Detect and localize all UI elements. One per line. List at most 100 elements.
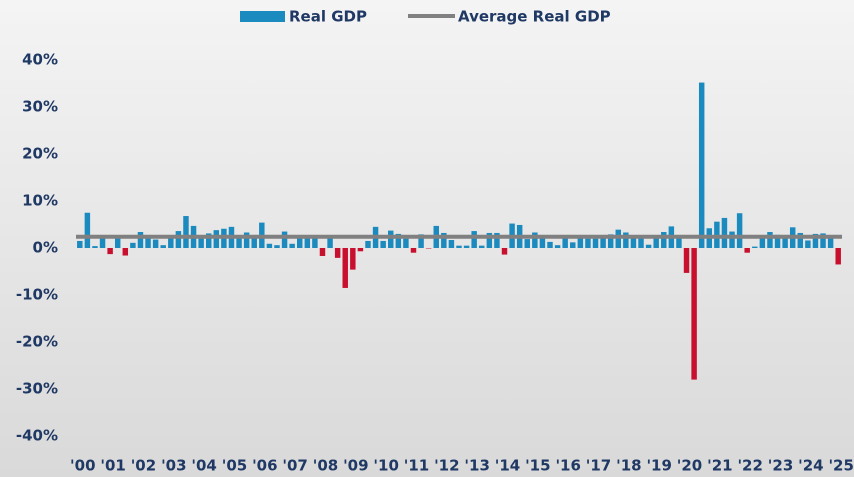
- bar: [638, 236, 644, 248]
- bar: [92, 246, 98, 248]
- bar: [592, 238, 599, 248]
- bar: [645, 244, 652, 248]
- bar: [403, 238, 409, 248]
- bar: [334, 248, 341, 258]
- bar: [623, 232, 629, 248]
- y-tick-label: 0%: [33, 239, 58, 257]
- bar: [213, 230, 220, 248]
- bar: [205, 233, 212, 248]
- x-tick-label: '14: [495, 457, 520, 475]
- bar: [721, 217, 728, 248]
- bar: [501, 248, 508, 255]
- bar: [562, 236, 568, 248]
- x-tick-label: '13: [464, 457, 489, 475]
- bar: [585, 238, 591, 248]
- x-tick-label: '03: [161, 457, 186, 475]
- bar: [410, 248, 417, 253]
- bar: [736, 213, 743, 248]
- bar: [145, 236, 151, 248]
- bar: [524, 239, 530, 248]
- x-tick-label: '09: [343, 457, 368, 475]
- bar: [577, 236, 584, 248]
- x-tick-label: '23: [768, 457, 793, 475]
- y-tick-label: 30%: [22, 98, 58, 116]
- bar: [661, 232, 667, 248]
- bar: [312, 236, 318, 248]
- bar: [759, 235, 766, 248]
- x-tick-label: '21: [707, 457, 732, 475]
- x-tick-label: '15: [525, 457, 550, 475]
- bar: [99, 236, 106, 248]
- legend-swatch: [240, 11, 285, 22]
- bar: [744, 248, 750, 253]
- bar: [630, 238, 637, 248]
- bar: [479, 245, 485, 248]
- bar: [243, 232, 250, 248]
- bar: [547, 241, 553, 248]
- x-tick-label: '11: [404, 457, 429, 475]
- x-tick-label: '07: [282, 457, 307, 475]
- bar: [782, 236, 788, 248]
- x-tick-label: '12: [434, 457, 459, 475]
- bar: [198, 237, 204, 248]
- x-tick-label: '25: [828, 457, 853, 475]
- bar: [281, 231, 288, 248]
- bar: [236, 238, 242, 248]
- y-tick-label: 40%: [22, 51, 58, 69]
- bar: [607, 234, 614, 248]
- x-tick-label: '05: [222, 457, 247, 475]
- y-tick-label: -40%: [16, 427, 58, 445]
- bar: [797, 232, 804, 248]
- bar: [388, 230, 394, 248]
- bar: [160, 245, 166, 248]
- bar: [494, 232, 500, 248]
- bar: [676, 235, 682, 248]
- legend-label: Real GDP: [289, 8, 367, 26]
- bar: [554, 245, 561, 248]
- bar: [767, 232, 773, 248]
- bar: [297, 237, 303, 248]
- y-tick-label: 20%: [22, 145, 58, 163]
- y-tick-label: -30%: [16, 380, 58, 398]
- bar: [350, 248, 356, 270]
- x-tick-label: '19: [646, 457, 671, 475]
- bar: [532, 232, 538, 248]
- x-tick-label: '08: [313, 457, 338, 475]
- bar: [107, 248, 113, 255]
- bar: [152, 239, 159, 248]
- bar: [539, 237, 546, 248]
- bar: [122, 248, 129, 256]
- bar: [84, 212, 91, 248]
- bar: [729, 231, 735, 248]
- bar: [774, 234, 781, 248]
- bar: [752, 246, 758, 248]
- bar: [289, 243, 295, 248]
- y-tick-label: 10%: [22, 192, 58, 210]
- bar: [683, 248, 690, 273]
- x-tick-label: '20: [677, 457, 702, 475]
- bar: [114, 236, 121, 248]
- bar: [130, 242, 136, 248]
- bar: [266, 243, 273, 248]
- bar: [812, 233, 819, 248]
- bar: [805, 240, 811, 248]
- bar: [570, 242, 576, 248]
- x-tick-label: '18: [616, 457, 641, 475]
- bar: [441, 232, 447, 248]
- bar: [698, 82, 705, 248]
- bar: [175, 231, 182, 248]
- bar: [357, 248, 364, 252]
- bar: [137, 232, 144, 248]
- bar: [486, 232, 493, 248]
- x-tick-label: '02: [131, 457, 156, 475]
- legend-label: Average Real GDP: [458, 8, 611, 26]
- y-tick-label: -20%: [16, 333, 58, 351]
- bar: [418, 234, 424, 248]
- x-tick-label: '00: [70, 457, 95, 475]
- x-tick-label: '17: [586, 457, 611, 475]
- x-tick-label: '16: [555, 457, 580, 475]
- bar: [471, 231, 477, 248]
- bar: [827, 236, 834, 248]
- bar: [183, 216, 189, 248]
